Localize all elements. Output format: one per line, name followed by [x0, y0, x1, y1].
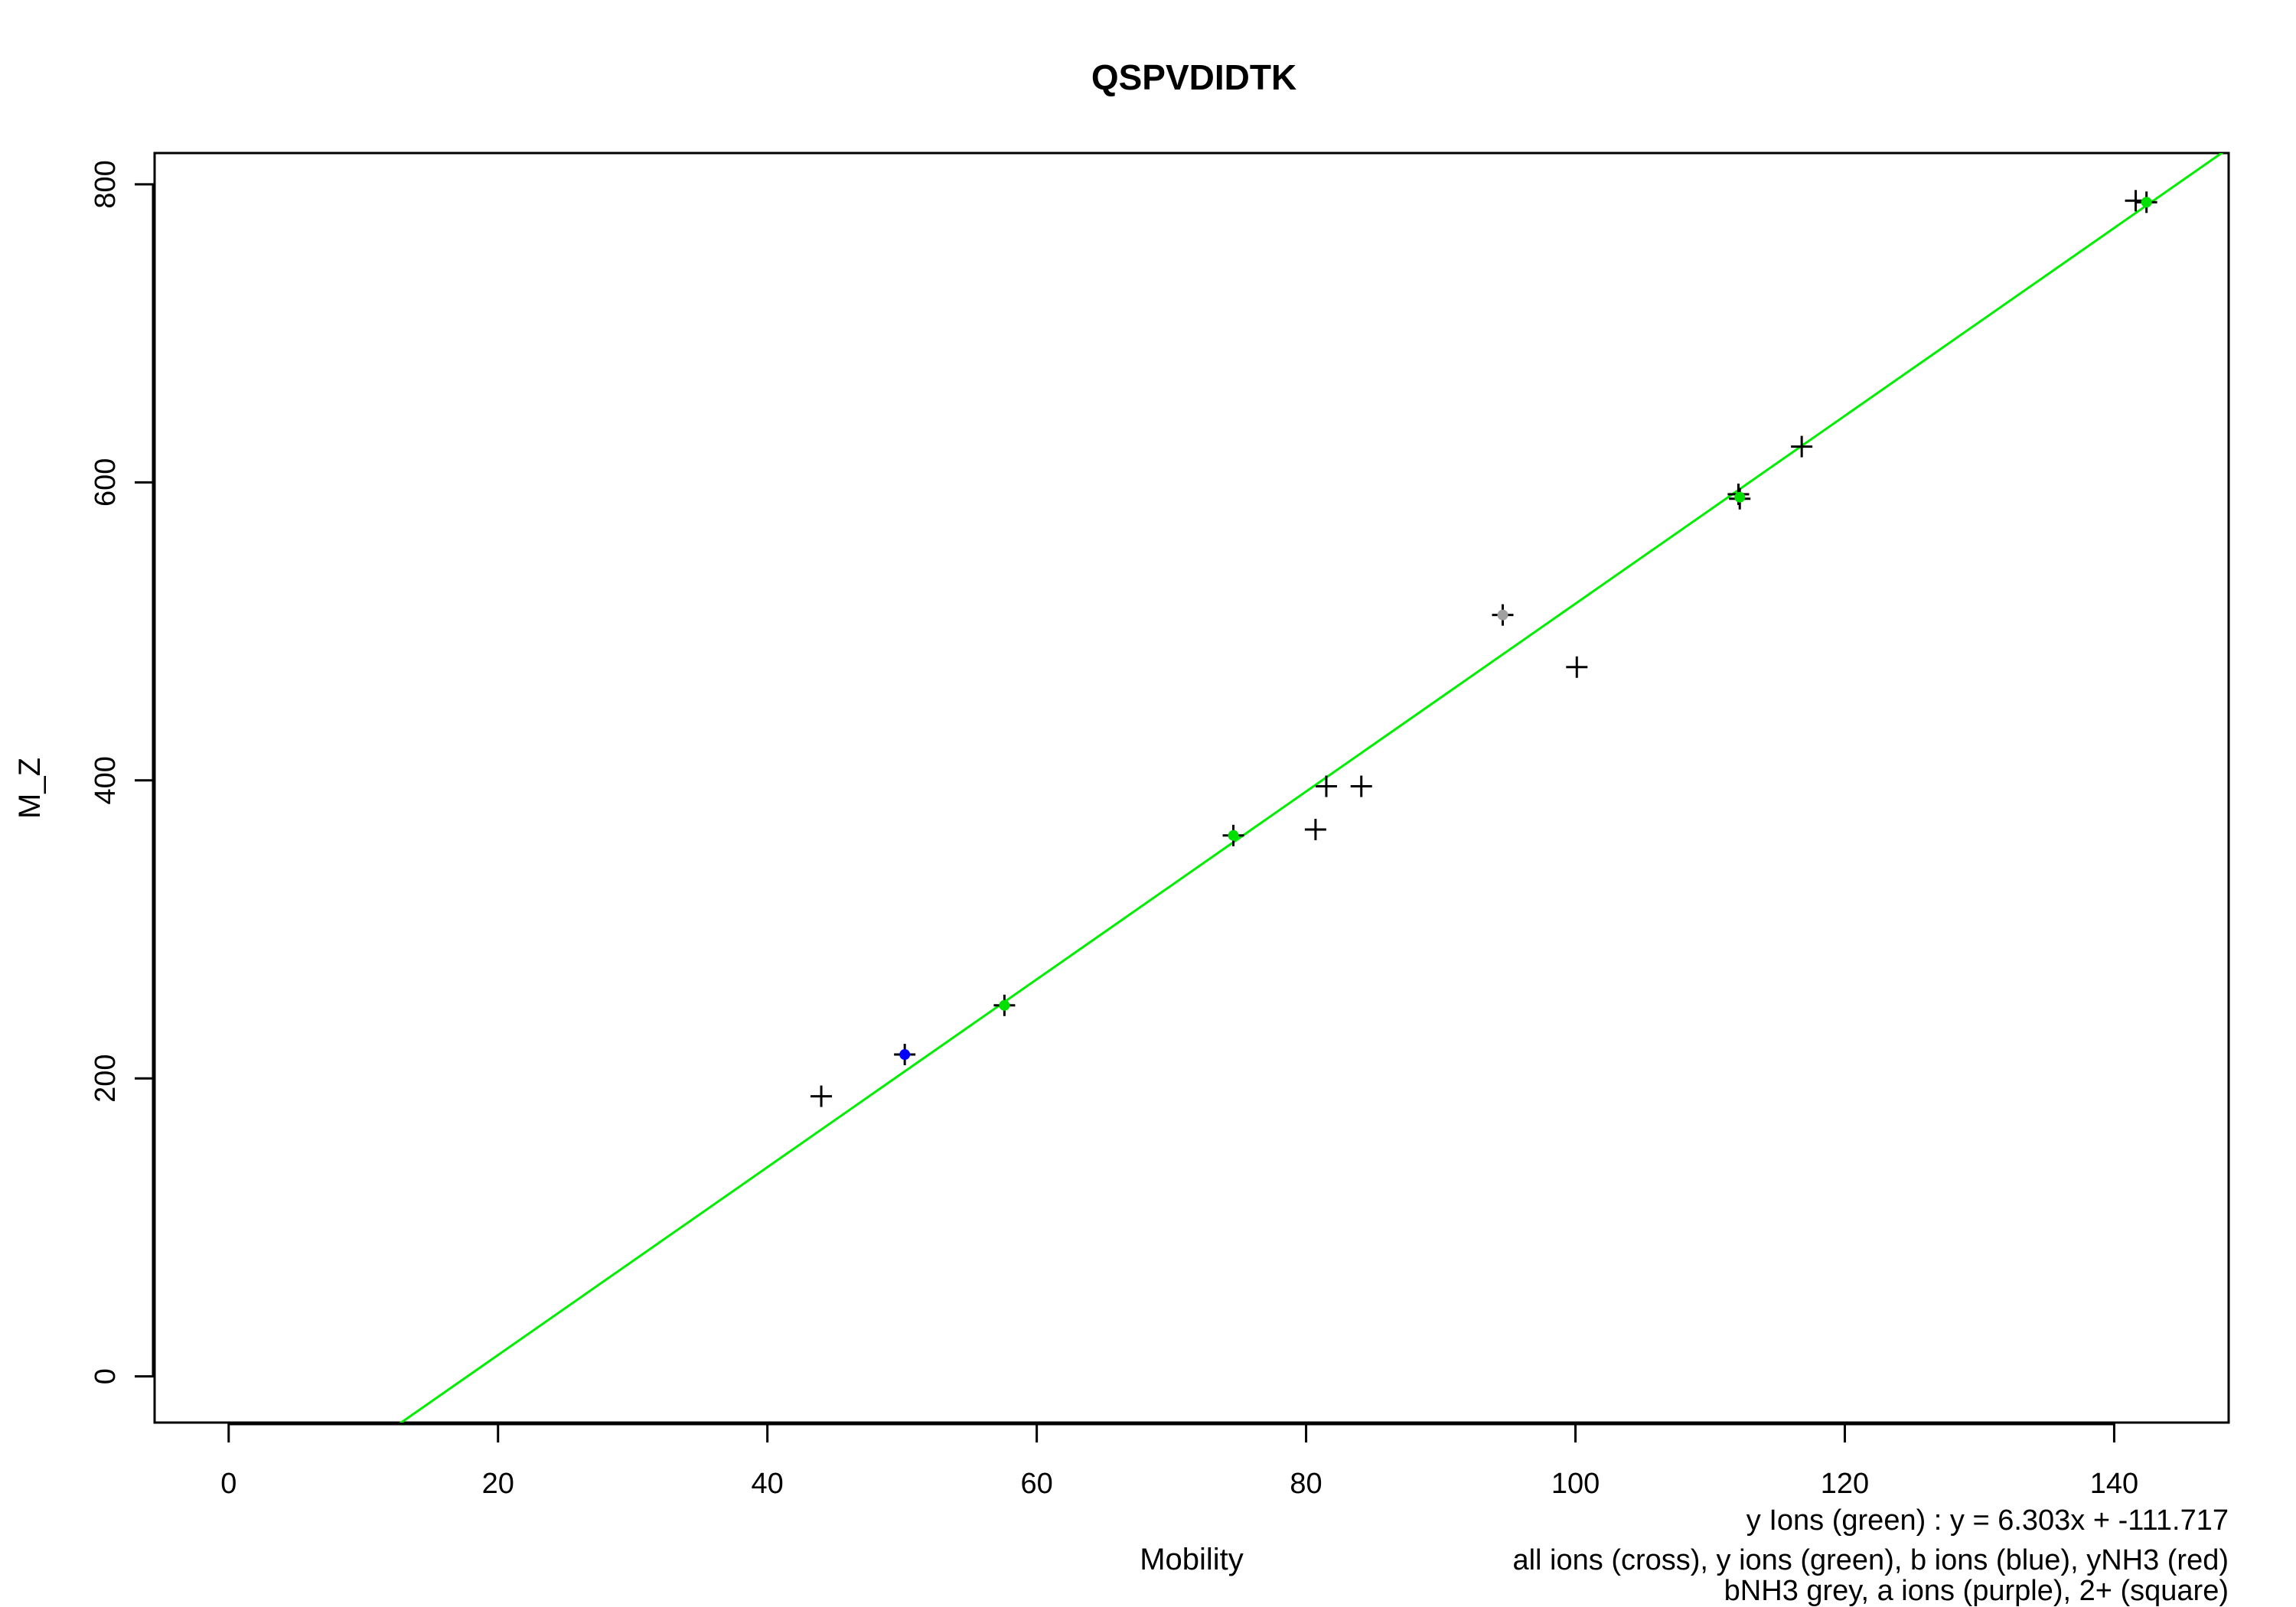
cross-marker	[810, 1085, 833, 1107]
cross-marker	[1304, 819, 1326, 841]
y-ions-marker	[1734, 491, 1746, 503]
y-ions-marker	[999, 999, 1010, 1011]
x-tick-label: 120	[1821, 1468, 1869, 1500]
cross-marker	[1350, 775, 1372, 797]
data-marks	[810, 190, 2157, 1107]
x-tick-label: 40	[752, 1468, 784, 1500]
x-tick-label: 60	[1020, 1468, 1052, 1500]
y-tick-label: 400	[90, 756, 122, 804]
cross-marker	[1315, 775, 1337, 797]
chart-title: QSPVDIDTK	[1091, 57, 1296, 97]
cross-marker	[1566, 656, 1588, 678]
x-tick-label: 0	[220, 1468, 236, 1500]
x-tick-label: 80	[1290, 1468, 1322, 1500]
plot-area-frame	[153, 152, 2230, 1424]
y-tick-label: 600	[90, 458, 122, 507]
x-tick-label: 20	[482, 1468, 514, 1500]
x-axis: 0 20 40 60 80 100 120 140	[220, 1423, 2138, 1500]
y-axis-title: M_Z	[13, 758, 47, 819]
y-tick-label: 800	[90, 160, 122, 208]
x-axis-title: Mobility	[1140, 1543, 1244, 1576]
y-axis: 0 200 400 600 800	[90, 160, 155, 1384]
b-ions-marker	[899, 1049, 911, 1061]
bnh3-marker	[1497, 609, 1508, 621]
legend-line-1: all ions (cross), y ions (green), b ions…	[1512, 1544, 2229, 1576]
x-tick-label: 100	[1551, 1468, 1600, 1500]
y-tick-label: 200	[90, 1054, 122, 1102]
x-tick-label: 140	[2090, 1468, 2138, 1500]
fit-equation-label: y Ions (green) : y = 6.303x + -111.717	[1746, 1504, 2229, 1537]
legend-line-2: bNH3 grey, a ions (purple), 2+ (square)	[1724, 1575, 2229, 1607]
y-tick-label: 0	[90, 1368, 122, 1384]
cross-marker	[1791, 435, 1813, 458]
y-ions-marker	[2141, 197, 2152, 208]
fit-line	[399, 153, 2224, 1423]
y-ions-marker	[1228, 830, 1239, 841]
